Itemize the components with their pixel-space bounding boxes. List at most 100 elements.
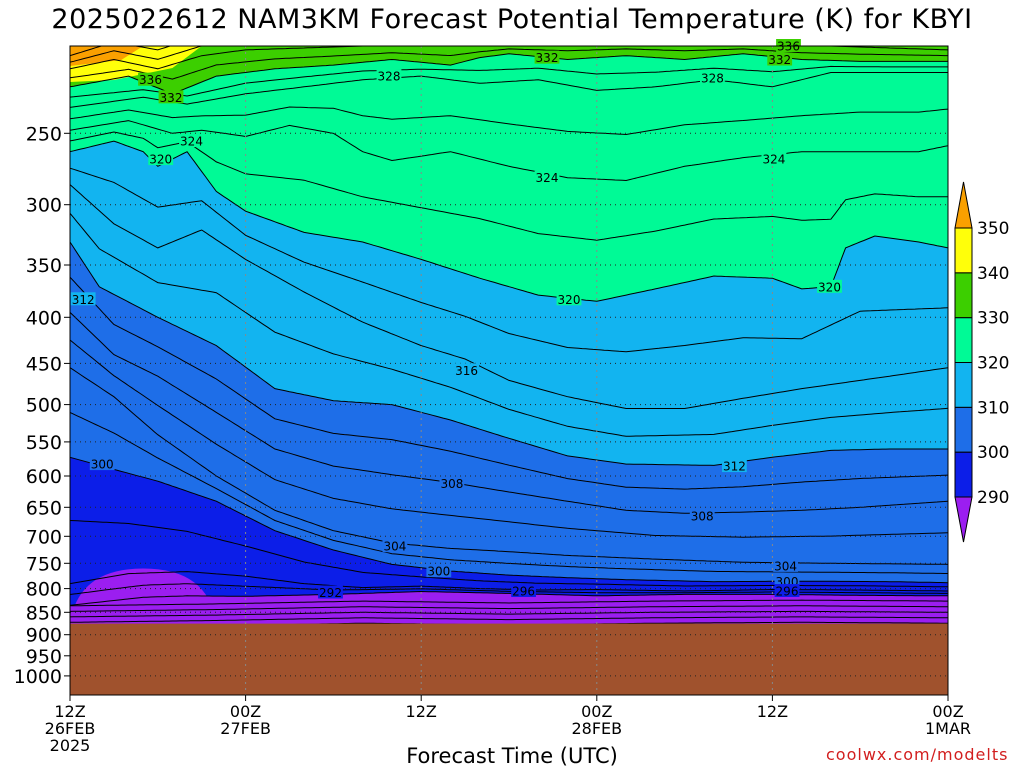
- contour-label-bg: [454, 363, 479, 377]
- isentrope-near-surface-1: [70, 616, 948, 623]
- contour-label-text: 320: [149, 153, 172, 167]
- contour-label-25: 292: [318, 585, 343, 600]
- contour-label-bg: [89, 457, 115, 471]
- contour-label-text: 324: [762, 153, 785, 167]
- isentrope-330: [70, 65, 948, 98]
- isentrope-318: [70, 167, 948, 353]
- isentrope-296: [70, 571, 948, 592]
- isentrope-314: [70, 212, 948, 437]
- y-tick-label-600: 600: [26, 466, 62, 488]
- x-tick-label: 00Z: [932, 702, 963, 721]
- x-tick-label: 00Z: [581, 702, 612, 721]
- contour-label-bg: [761, 152, 787, 166]
- contour-label-text: 328: [378, 70, 401, 84]
- y-tick-label-950: 950: [26, 646, 62, 668]
- contour-label-15: 312: [722, 459, 747, 474]
- y-tick-label-500: 500: [26, 395, 62, 417]
- contour-label-4: 328: [376, 69, 402, 84]
- contour-label-bg: [318, 585, 343, 599]
- theta-fills: [70, 46, 948, 695]
- contour-label-bg: [138, 72, 163, 86]
- contour-label-text: 304: [774, 559, 797, 573]
- colorbar-label-340: 340: [977, 264, 1009, 284]
- contour-label-bg: [774, 584, 800, 597]
- y-tick-label-1000: 1000: [14, 666, 62, 688]
- contour-label-text: 332: [160, 91, 183, 105]
- contour-label-text: 300: [91, 458, 114, 472]
- contour-label-text: 332: [536, 51, 559, 65]
- contour-label-text: 296: [512, 585, 535, 599]
- contour-label-text: 308: [691, 510, 714, 524]
- contour-label-18: 304: [382, 539, 408, 554]
- y-tick-label-250: 250: [26, 123, 62, 145]
- contour-label-bg: [556, 292, 582, 306]
- isentrope-328: [70, 72, 948, 108]
- colorbar-bottom-arrow: [954, 496, 973, 543]
- y-tick-label-750: 750: [26, 553, 62, 575]
- isentrope-near-surface-2: [70, 610, 948, 618]
- isentrope-322: [70, 131, 948, 241]
- contour-label-text: 292: [319, 586, 342, 600]
- isentrope-326: [70, 106, 948, 136]
- colorbar-swatch-330: [954, 272, 973, 319]
- y-tick-label-700: 700: [26, 526, 62, 548]
- x-tick-label: 12Z: [54, 702, 85, 721]
- contour-label-text: 316: [455, 364, 478, 378]
- isentrope-320: [70, 140, 948, 302]
- contour-label-bg: [722, 459, 747, 473]
- contour-label-text: 312: [723, 460, 746, 474]
- contour-label-bg: [376, 69, 402, 83]
- contour-label-text: 320: [558, 293, 581, 307]
- y-axis: 2503003504004505005506006507007508008509…: [14, 123, 70, 688]
- isentrope-298: [70, 520, 948, 588]
- y-tick-label-850: 850: [26, 602, 62, 624]
- isentrope-292: [70, 590, 948, 606]
- isentrope-336: [70, 46, 948, 70]
- colorbar-label-350: 350: [977, 219, 1009, 239]
- isentrope-294: [70, 583, 948, 595]
- contour-label-5: 332: [534, 50, 560, 65]
- x-tick-label: 12Z: [406, 702, 437, 721]
- contour-label-text: 320: [818, 280, 841, 294]
- y-tick-label-900: 900: [26, 625, 62, 647]
- colorbar-top-arrow: [954, 181, 973, 229]
- contour-label-bg: [148, 152, 174, 166]
- contour-label-bg: [817, 279, 842, 293]
- y-tick-label-550: 550: [26, 432, 62, 454]
- colorbar: 290 300 310 320 330 340 350: [954, 181, 1009, 543]
- isentrope-306: [70, 339, 948, 538]
- contour-label-bg: [70, 292, 96, 306]
- contour-label-bg: [534, 170, 560, 184]
- isentrope-324: [70, 120, 948, 182]
- contour-label-bg: [767, 52, 793, 66]
- isentrope-304: [70, 367, 948, 565]
- contour-label-text: 312: [72, 293, 95, 307]
- y-tick-label-650: 650: [26, 497, 62, 519]
- colorbar-swatch-310: [954, 362, 973, 408]
- x-tick-label: 26FEB: [45, 719, 96, 738]
- y-tick-label-800: 800: [26, 579, 62, 601]
- x-tick-label: 2025: [50, 736, 91, 755]
- contour-label-1: 332: [158, 90, 184, 105]
- contour-label-bg: [511, 584, 536, 597]
- contour-label-text: 304: [383, 540, 406, 554]
- contour-label-19: 304: [773, 558, 798, 573]
- contour-label-text: 296: [776, 585, 799, 599]
- colorbar-label-310: 310: [977, 398, 1009, 418]
- contour-label-bg: [773, 558, 798, 572]
- ground-below-surface: [70, 623, 948, 695]
- colorbar-swatch-300: [954, 406, 973, 453]
- isentrope-334: [70, 48, 948, 80]
- chart-title: 2025022612 NAM3KM Forecast Potential Tem…: [51, 4, 973, 35]
- colorbar-label-320: 320: [977, 354, 1009, 374]
- colorbar-swatch-290: [954, 451, 973, 498]
- contour-label-13: 312: [70, 292, 96, 307]
- colorbar-swatch-340: [954, 227, 973, 274]
- y-tick-label-400: 400: [26, 307, 62, 329]
- isentrope-near-surface-4: [70, 599, 948, 607]
- contour-label-text: 300: [427, 565, 450, 579]
- contour-label-bg: [689, 509, 715, 523]
- contour-label-text: 324: [536, 171, 559, 185]
- isentrope-300: [70, 456, 948, 584]
